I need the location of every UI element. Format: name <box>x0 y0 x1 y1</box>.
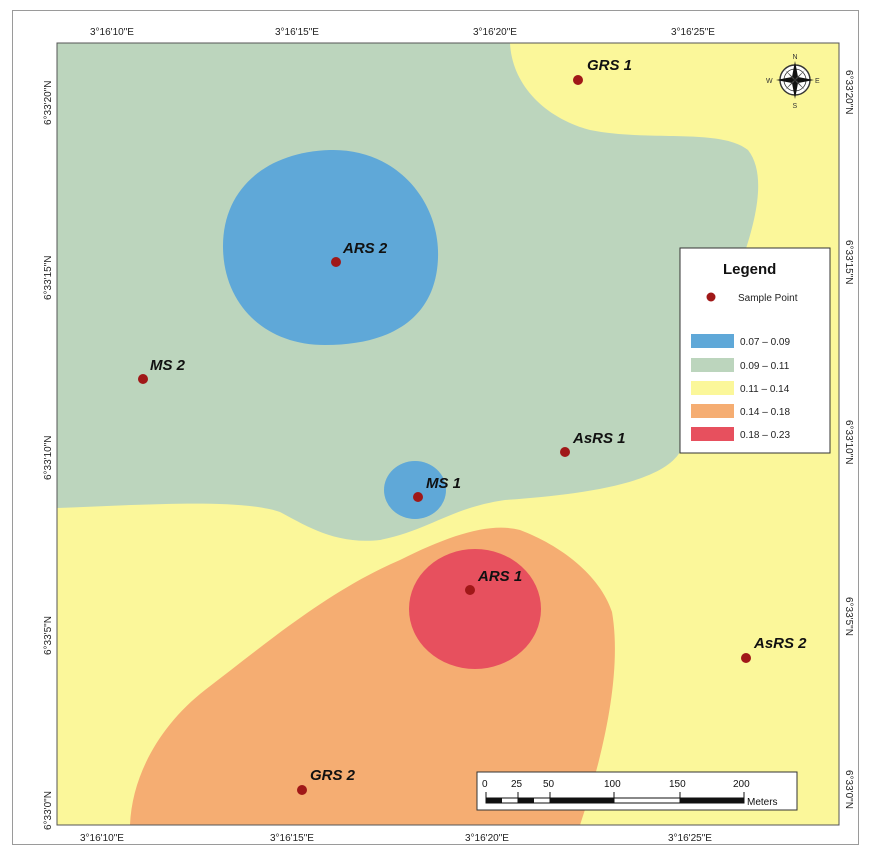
right-coord: 6°33'5"N <box>843 597 854 636</box>
bottom-coord: 3°16'25"E <box>668 833 712 844</box>
legend-swatch <box>691 381 734 395</box>
sample-point-ars1[interactable]: ARS 1 <box>465 568 522 595</box>
bottom-coord: 3°16'20"E <box>465 833 509 844</box>
sample-point-label: GRS 2 <box>310 767 356 784</box>
point-marker[interactable] <box>741 653 751 663</box>
top-coordinates: 3°16'10"E 3°16'15"E 3°16'20"E 3°16'25"E <box>90 27 715 38</box>
top-coord: 3°16'25"E <box>671 27 715 38</box>
sample-point-label: MS 2 <box>150 357 186 374</box>
bottom-coord: 3°16'15"E <box>270 833 314 844</box>
top-coord: 3°16'10"E <box>90 27 134 38</box>
scale-bar-box <box>476 771 798 811</box>
compass-w: W <box>766 78 773 85</box>
point-marker[interactable] <box>297 785 307 795</box>
scale-bar: 0 25 50 100 150 200 Meters <box>476 771 798 811</box>
sample-point-label: AsRS 1 <box>572 430 626 447</box>
point-marker[interactable] <box>560 447 570 457</box>
left-coord: 6°33'20"N <box>43 81 54 126</box>
sample-point-ms2[interactable]: MS 2 <box>138 357 186 384</box>
legend-swatch <box>691 404 734 418</box>
scale-tick-label: 150 <box>669 779 686 790</box>
sample-point-asrs1[interactable]: AsRS 1 <box>560 430 626 457</box>
point-marker[interactable] <box>138 374 148 384</box>
legend-class-label: 0.07 – 0.09 <box>740 337 790 348</box>
legend-swatch <box>691 427 734 441</box>
compass-s: S <box>793 103 798 110</box>
point-marker[interactable] <box>331 257 341 267</box>
sample-point-label: ARS 2 <box>342 240 388 257</box>
legend-point-icon <box>706 292 716 302</box>
sample-point-label: ARS 1 <box>477 568 522 585</box>
top-coord: 3°16'15"E <box>275 27 319 38</box>
scale-unit-label: Meters <box>747 797 778 808</box>
legend-class-label: 0.14 – 0.18 <box>740 407 790 418</box>
sample-point-ars2[interactable]: ARS 2 <box>331 240 388 267</box>
right-coordinates: 6°33'20"N 6°33'15"N 6°33'10"N 6°33'5"N 6… <box>843 70 854 809</box>
left-coord: 6°33'15"N <box>43 256 54 301</box>
right-coord: 6°33'0"N <box>843 770 854 809</box>
scale-tick-label: 100 <box>604 779 621 790</box>
right-coord: 6°33'10"N <box>843 420 854 465</box>
sample-point-grs1[interactable]: GRS 1 <box>573 57 632 85</box>
legend-class-label: 0.18 – 0.23 <box>740 430 790 441</box>
sample-point-label: GRS 1 <box>587 57 632 74</box>
sample-point-grs2[interactable]: GRS 2 <box>297 767 356 795</box>
sample-point-label: AsRS 2 <box>753 635 807 652</box>
sample-point-ms1[interactable]: MS 1 <box>413 475 461 502</box>
map-border <box>56 42 840 826</box>
compass-rose-icon: N S E W <box>766 54 820 110</box>
top-coord: 3°16'20"E <box>473 27 517 38</box>
legend-class-label: 0.09 – 0.11 <box>740 361 790 372</box>
scale-tick-label: 50 <box>543 779 555 790</box>
legend: Legend Sample Point 0.07 – 0.09 0.09 – 0… <box>679 247 831 454</box>
point-marker[interactable] <box>413 492 423 502</box>
point-marker[interactable] <box>573 75 583 85</box>
zone-0.18-0.23 <box>409 549 541 669</box>
legend-class-label: 0.11 – 0.14 <box>740 384 790 395</box>
zone-0.07-0.09-large <box>222 149 439 345</box>
left-coord: 6°33'10"N <box>43 436 54 481</box>
compass-e: E <box>815 78 820 85</box>
legend-swatch <box>691 358 734 372</box>
sample-point-label: MS 1 <box>426 475 461 492</box>
right-coord: 6°33'20"N <box>843 70 854 115</box>
legend-box <box>679 247 831 454</box>
zone-0.07-0.09-small <box>384 461 446 519</box>
point-marker[interactable] <box>465 585 475 595</box>
compass-n: N <box>793 54 798 61</box>
sample-points: GRS 1 ARS 2 MS 2 AsRS 1 MS 1 ARS 1 AsRS … <box>138 57 807 795</box>
map-area <box>57 43 839 825</box>
legend-swatch <box>691 334 734 348</box>
legend-title: Legend <box>723 261 776 278</box>
left-coordinates: 6°33'20"N 6°33'15"N 6°33'10"N 6°33'5"N 6… <box>43 81 54 831</box>
left-coord: 6°33'5"N <box>43 616 54 655</box>
scale-tick-label: 0 <box>482 779 488 790</box>
legend-point-label: Sample Point <box>738 293 798 304</box>
bottom-coord: 3°16'10"E <box>80 833 124 844</box>
bottom-coordinates: 3°16'10"E 3°16'15"E 3°16'20"E 3°16'25"E <box>80 833 712 844</box>
left-coord: 6°33'0"N <box>43 791 54 830</box>
sample-point-asrs2[interactable]: AsRS 2 <box>741 635 807 663</box>
scale-tick-label: 25 <box>511 779 523 790</box>
right-coord: 6°33'15"N <box>843 240 854 285</box>
scale-tick-label: 200 <box>733 779 750 790</box>
